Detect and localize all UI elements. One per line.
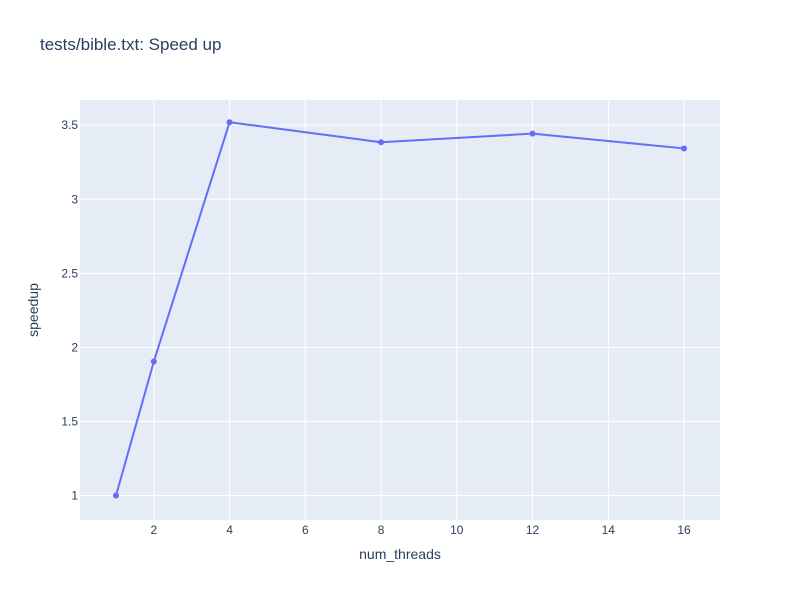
series-lines [115,121,685,496]
chart-title: tests/bible.txt: Speed up [40,35,221,54]
y-tick-labels: 1 1.5 2 2.5 3 3.5 [61,118,78,502]
y-tick-label: 3.5 [61,118,78,132]
data-points [112,119,688,499]
y-tick-label: 1 [71,489,78,503]
x-tick-label: 14 [602,523,616,537]
x-tick-label: 6 [302,523,309,537]
y-tick-label: 1.5 [61,414,78,428]
y-axis-label: speedup [25,283,41,337]
x-tick-label: 16 [677,523,691,537]
data-point [681,145,688,152]
x-tick-label: 10 [450,523,464,537]
y-tick-label: 3 [71,192,78,206]
x-tick-label: 8 [378,523,385,537]
data-point [112,492,119,499]
plot-background [80,100,720,520]
data-point [150,358,157,365]
y-tick-label: 2.5 [61,266,78,280]
data-point [529,130,536,137]
x-axis-label: num_threads [359,546,441,562]
x-tick-label: 12 [526,523,540,537]
series-line [115,121,685,496]
x-tick-label: 2 [151,523,158,537]
data-point [378,139,385,146]
x-tick-labels: 2 4 6 8 10 12 14 16 [151,523,692,537]
grid-lines [80,100,720,520]
y-tick-label: 2 [71,340,78,354]
data-point [226,119,233,126]
x-tick-label: 4 [226,523,233,537]
